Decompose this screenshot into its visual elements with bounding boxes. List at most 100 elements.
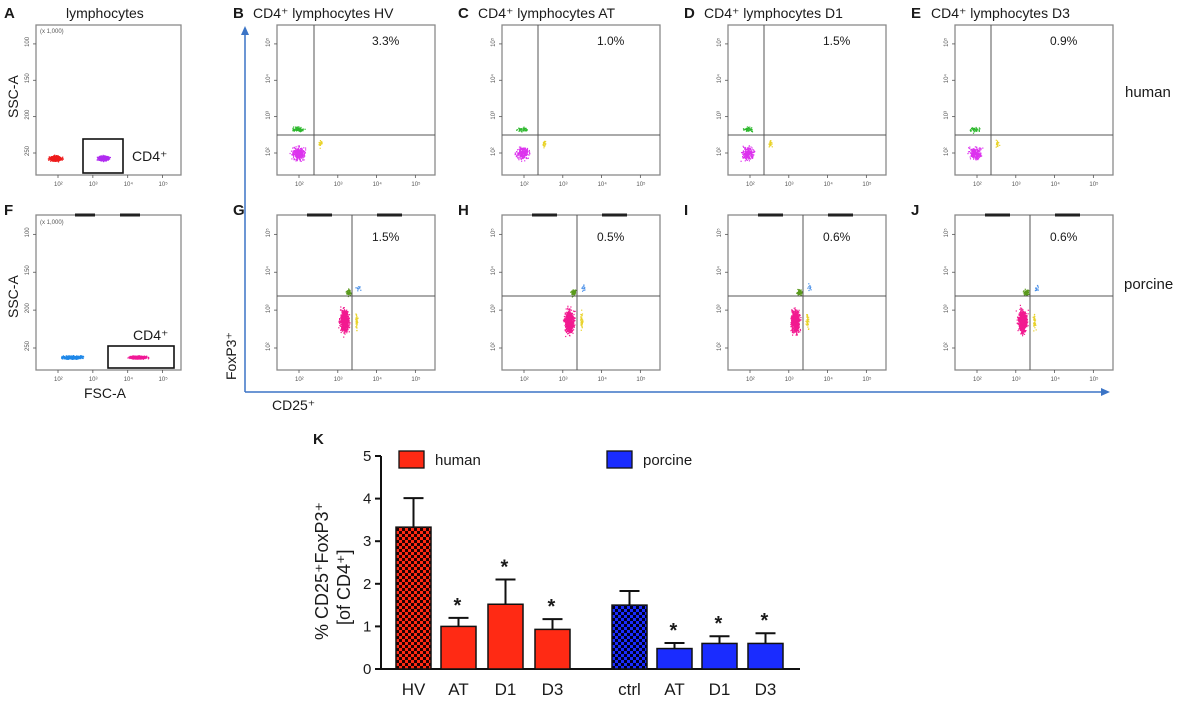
flow-panels: B CD4⁺ lymphocytes HV 3.3% 10² 10³ 10⁴ 10⁵ 10² 1…: [233, 5, 1114, 383]
plot-frame: [35, 24, 182, 176]
error-bar: [495, 578, 516, 605]
y-tick-label: 10³: [944, 304, 950, 313]
error-bar: [542, 618, 563, 630]
event-cloud: [742, 126, 754, 133]
flow-panel-e: E CD4⁺ lymphocytes D3 0.9% 10² 10³ 10⁴ 10⁵ 10² 1…: [911, 5, 1114, 188]
y-tick-label: 10²: [717, 147, 723, 156]
event-cloud: [47, 154, 64, 163]
quadrant-percent: 0.9%: [1050, 34, 1078, 48]
category-label: AT: [448, 680, 468, 699]
x-tick-label: 10³: [559, 182, 568, 188]
y-tick-label: 200: [25, 109, 31, 120]
plot-frame: [954, 24, 1114, 176]
x-tick-label: 10³: [89, 182, 98, 188]
y-tick-label: 10⁵: [716, 228, 723, 238]
x-tick-label: 10²: [54, 377, 63, 383]
x-tick-label: 10³: [334, 377, 343, 383]
event-cloud: [562, 305, 576, 338]
x-tick-label: 10²: [295, 377, 304, 383]
y-tick-label: 250: [25, 340, 31, 351]
y-tick-label: 4: [363, 491, 371, 508]
error-bar: [755, 632, 776, 644]
y-tick-label: 150: [25, 73, 31, 84]
x-tick-label: 10⁵: [159, 181, 169, 188]
category-label: HV: [402, 680, 426, 699]
quadrant-percent: 1.0%: [597, 34, 625, 48]
significance-star: *: [715, 613, 723, 635]
y-tick-label: 10²: [944, 342, 950, 351]
bar-human-d3: [534, 628, 571, 670]
event-cloud: [514, 146, 531, 162]
y-tick-label: 10³: [491, 111, 497, 120]
bar-human-hv: [395, 526, 432, 670]
event-cloud: [127, 355, 150, 360]
x-tick-label: 10⁵: [411, 376, 421, 383]
bar-porcine-ctrl: [611, 604, 648, 670]
error-bar: [664, 642, 685, 649]
y-tick-label: 10⁵: [490, 228, 497, 238]
y-tick-label: 10²: [266, 147, 272, 156]
flow-panel-c: C CD4⁺ lymphocytes AT 1.0% 10² 10³ 10⁴ 10⁵ 10² 1…: [458, 5, 661, 188]
x-tick-label: 10⁵: [636, 376, 646, 383]
x-tick-label: 10⁴: [1051, 376, 1061, 383]
event-cloud: [1032, 313, 1037, 332]
category-label: D3: [755, 680, 777, 699]
x-tick-label: 10²: [54, 182, 63, 188]
event-cloud: [581, 284, 586, 292]
bar-chart-marks: 0 1 2 3 4 5 HV * AT * D1 * D3 ctrl * AT * D1 * D3 human porci…: [363, 448, 800, 699]
x-tick-label: 10²: [746, 182, 755, 188]
event-cloud: [796, 288, 803, 296]
significance-star: *: [670, 620, 678, 642]
y-tick-label: 10³: [944, 111, 950, 120]
panel-letter: E: [911, 5, 921, 22]
y-tick-label: 10²: [266, 342, 272, 351]
y-tick-label: 10³: [491, 304, 497, 313]
y-tick-label: 10⁴: [490, 266, 497, 276]
lymphocyte-scatter: [47, 154, 111, 163]
y-tick-label: 10⁵: [943, 228, 950, 238]
panel-title: lymphocytes: [66, 5, 144, 21]
lymphocyte-scatter: [61, 355, 150, 360]
x-tick-label: 10²: [973, 377, 982, 383]
flow-panel-h: H 0.5% 10² 10³ 10⁴ 10⁵ 10² 10³ 10⁴ 10⁵: [458, 202, 661, 383]
x-tick-label: 10⁵: [1089, 181, 1099, 188]
event-cloud: [292, 126, 306, 133]
x-tick-label: 10⁴: [598, 181, 608, 188]
y-tick-label: 10⁵: [490, 37, 497, 47]
event-cloud: [338, 306, 351, 338]
error-bar: [709, 635, 730, 644]
x-tick-label: 10⁵: [411, 181, 421, 188]
quadrant-percent: 1.5%: [823, 34, 851, 48]
event-cloud: [542, 140, 547, 149]
event-cloud: [740, 145, 756, 162]
x-tick-label: 10⁵: [636, 181, 646, 188]
event-cloud: [790, 307, 802, 336]
panel-a: A lymphocytes CD4⁺ SSC-A (x 1,000) 10² 10…: [4, 5, 182, 188]
panel-title: CD4⁺ lymphocytes D3: [931, 5, 1070, 21]
event-cloud: [355, 313, 359, 332]
event-cloud: [1022, 288, 1030, 296]
gate-label: CD4⁺: [133, 327, 168, 343]
panel-letter: J: [911, 202, 919, 219]
flow-panel-i: I 0.6% 10² 10³ 10⁴ 10⁵ 10² 10³ 10⁴ 10⁵: [684, 202, 887, 383]
plot-frame: [501, 214, 661, 371]
x-tick-label: 10²: [746, 377, 755, 383]
error-bar: [619, 590, 640, 606]
plot-frame: [727, 214, 887, 371]
event-cloud: [969, 126, 981, 134]
event-cloud: [580, 309, 584, 331]
x-tick-label: 10³: [559, 377, 568, 383]
x-tick-label: 10⁴: [373, 181, 383, 188]
row-label-porcine: porcine: [1124, 276, 1173, 293]
event-cloud: [96, 154, 111, 163]
y-tick-label: 10⁵: [265, 37, 272, 47]
y-tick-label: 10²: [717, 342, 723, 351]
cd25-axis-title: CD25⁺: [272, 397, 315, 413]
significance-star: *: [548, 596, 556, 618]
event-cloud: [805, 314, 810, 330]
legend-swatch-human: [398, 450, 425, 469]
panel-letter: I: [684, 202, 688, 219]
event-cloud: [61, 355, 85, 360]
panel-title: CD4⁺ lymphocytes D1: [704, 5, 843, 21]
